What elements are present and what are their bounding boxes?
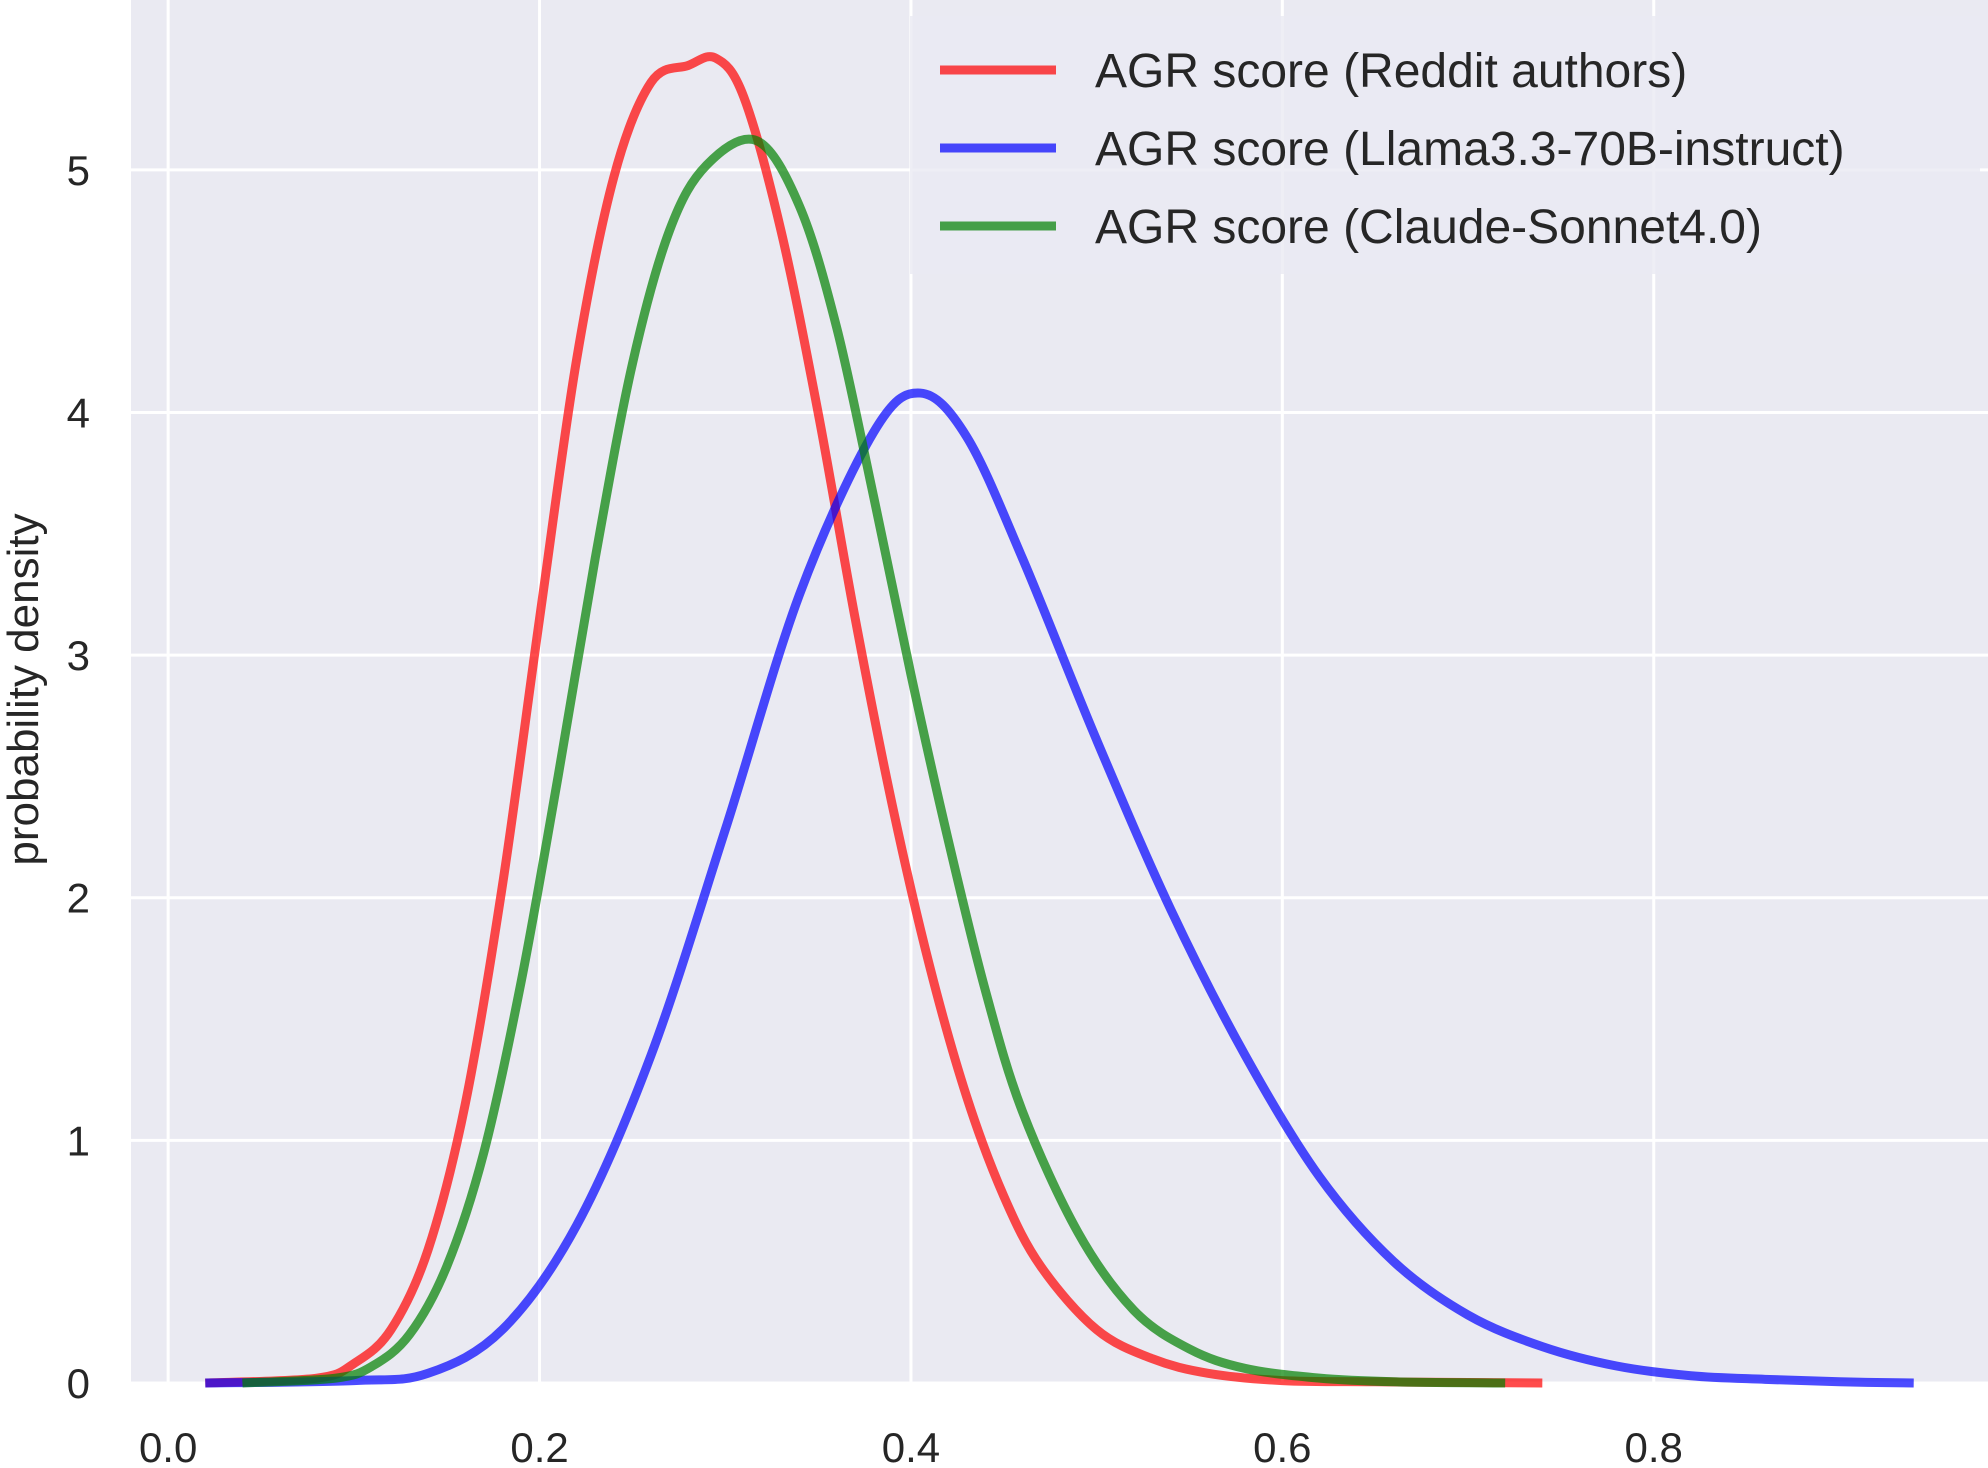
y-tick-labels: 0 1 2 3 4 5	[67, 147, 90, 1407]
y-tick-label: 2	[67, 875, 90, 922]
y-tick-label: 4	[67, 389, 90, 436]
y-axis-label: probability density	[0, 513, 48, 865]
legend-label: AGR score (Reddit authors)	[1095, 45, 1687, 98]
y-tick-label: 1	[67, 1117, 90, 1164]
y-tick-label: 5	[67, 147, 90, 194]
series-line-claude	[242, 134, 1506, 1388]
series-line-reddit-authors	[205, 52, 1543, 1388]
legend-entry-claude: AGR score (Claude-Sonnet4.0)	[940, 201, 1762, 254]
series-line-llama	[205, 388, 1914, 1388]
legend: AGR score (Reddit authors) AGR score (Lla…	[910, 16, 1980, 274]
y-tick-label: 3	[67, 632, 90, 679]
legend-label: AGR score (Claude-Sonnet4.0)	[1095, 201, 1762, 254]
x-tick-label: 0.2	[510, 1424, 568, 1468]
x-tick-label: 0.4	[882, 1424, 940, 1468]
series-group	[205, 52, 1914, 1388]
legend-entry-reddit-authors: AGR score (Reddit authors)	[940, 45, 1687, 98]
legend-frame	[910, 16, 1980, 274]
x-tick-label: 0.0	[139, 1424, 197, 1468]
legend-entry-llama: AGR score (Llama3.3-70B-instruct)	[940, 123, 1845, 176]
x-tick-label: 0.6	[1253, 1424, 1311, 1468]
y-tick-label: 0	[67, 1360, 90, 1407]
x-tick-label: 0.8	[1625, 1424, 1683, 1468]
x-tick-labels: 0.0 0.2 0.4 0.6 0.8	[139, 1424, 1683, 1468]
legend-label: AGR score (Llama3.3-70B-instruct)	[1095, 123, 1845, 176]
